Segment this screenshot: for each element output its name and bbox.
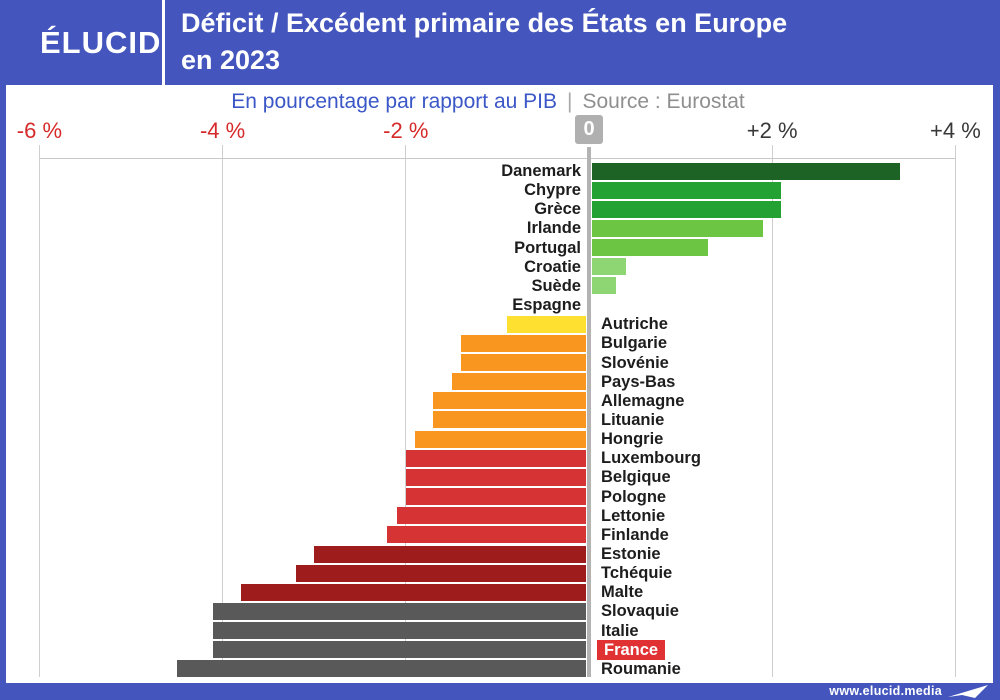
gridline bbox=[222, 145, 224, 677]
country-label: Roumanie bbox=[601, 659, 681, 678]
country-bar bbox=[405, 449, 586, 467]
title-line-2: en 2023 bbox=[181, 45, 281, 75]
gridline bbox=[405, 145, 407, 677]
title-line-1: Déficit / Excédent primaire des États en… bbox=[181, 8, 788, 38]
page-title: Déficit / Excédent primaire des États en… bbox=[181, 5, 787, 79]
country-label: Luxembourg bbox=[601, 449, 701, 468]
gridline bbox=[38, 145, 40, 677]
country-label: Autriche bbox=[601, 315, 668, 334]
country-bar bbox=[460, 354, 586, 371]
axis-tick-label: -4 % bbox=[199, 118, 246, 143]
country-label: Danemark bbox=[501, 162, 581, 180]
country-bar bbox=[592, 200, 782, 218]
country-label: Finlande bbox=[601, 525, 669, 544]
footer-banner: www.elucid.media bbox=[0, 683, 1000, 700]
chart-border-top bbox=[39, 158, 956, 159]
country-label: Portugal bbox=[514, 238, 581, 257]
country-bar bbox=[213, 641, 586, 659]
elucid-arrow-icon bbox=[948, 685, 988, 698]
country-bar bbox=[414, 430, 586, 448]
country-label: Slovaquie bbox=[601, 602, 679, 621]
country-bar bbox=[451, 373, 586, 391]
country-label: Tchéquie bbox=[601, 564, 673, 583]
country-label: Lettonie bbox=[601, 506, 666, 525]
zero-axis-line bbox=[587, 147, 591, 677]
gridline bbox=[771, 145, 773, 677]
country-bar bbox=[460, 334, 586, 352]
zero-tick-badge: 0 bbox=[575, 115, 603, 144]
country-label: Slovénie bbox=[601, 353, 669, 372]
country-label: Chypre bbox=[524, 181, 581, 200]
country-label: Pologne bbox=[601, 487, 667, 506]
country-bar bbox=[314, 545, 586, 563]
country-label: Suède bbox=[531, 276, 581, 295]
country-bar bbox=[387, 526, 586, 544]
header-divider bbox=[162, 0, 165, 85]
country-label: Malte bbox=[601, 583, 644, 602]
subtitle-measure-label: En pourcentage par rapport au PIB bbox=[231, 90, 557, 113]
country-label: Lituanie bbox=[601, 410, 665, 429]
country-label: Italie bbox=[601, 621, 639, 640]
country-label: Bulgarie bbox=[601, 334, 668, 353]
country-bar bbox=[592, 258, 626, 276]
website-url: www.elucid.media bbox=[829, 684, 942, 698]
gridline bbox=[954, 145, 956, 677]
axis-tick-label: -6 % bbox=[16, 118, 63, 143]
axis-tick-label: -2 % bbox=[383, 118, 429, 143]
country-bar bbox=[592, 162, 901, 180]
country-bar bbox=[405, 488, 586, 506]
elucid-logo: ÉLUCID bbox=[40, 25, 162, 60]
country-label: Belgique bbox=[601, 468, 671, 487]
country-bar bbox=[396, 507, 586, 525]
country-label: Croatie bbox=[524, 257, 581, 276]
country-bar bbox=[592, 181, 782, 199]
country-label: Grèce bbox=[534, 200, 581, 219]
country-label: Allemagne bbox=[601, 391, 685, 410]
country-bar bbox=[240, 583, 586, 601]
country-label: Hongrie bbox=[601, 430, 664, 449]
country-bar bbox=[506, 315, 586, 333]
country-label: Estonie bbox=[601, 545, 661, 563]
header-banner: ÉLUCID Déficit / Excédent primaire des É… bbox=[0, 0, 1000, 85]
country-label: Irlande bbox=[526, 219, 581, 238]
country-bar bbox=[592, 277, 617, 295]
country-bar bbox=[433, 392, 586, 410]
axis-tick-label: +4 % bbox=[930, 118, 981, 143]
country-bar bbox=[295, 564, 586, 582]
country-bar bbox=[213, 622, 586, 640]
country-label: Espagne bbox=[512, 296, 581, 315]
country-bar bbox=[176, 660, 586, 678]
country-bar bbox=[592, 239, 709, 257]
subtitle-source-label: Source : Eurostat bbox=[582, 90, 745, 113]
country-label: France bbox=[597, 639, 666, 660]
country-bar bbox=[592, 219, 764, 237]
chart-subtitle: En pourcentage par rapport au PIB | Source… bbox=[231, 89, 744, 115]
country-bar bbox=[213, 602, 586, 620]
country-label: Pays-Bas bbox=[601, 372, 676, 391]
country-bar bbox=[433, 411, 586, 429]
axis-tick-label: +2 % bbox=[746, 118, 798, 143]
country-bar bbox=[405, 468, 586, 486]
subtitle-separator: | bbox=[567, 90, 573, 113]
